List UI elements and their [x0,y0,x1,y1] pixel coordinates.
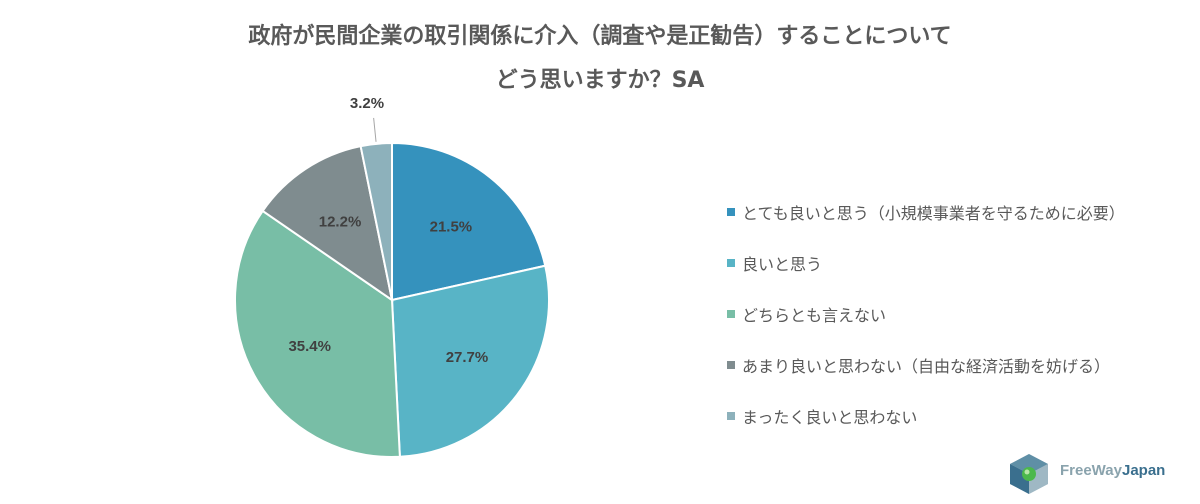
pie-slice-3 [261,144,394,303]
logo-hexagon-icon [1010,454,1048,494]
data-label-0: 21.5% [430,218,473,235]
pie-slice-2 [234,209,401,458]
pie-slice-4 [359,141,393,301]
pie-slice-0 [391,141,547,302]
legend-item-3: あまり良いと思わない（自由な経済活動を妨げる） [727,339,1125,390]
legend-item-2: どちらとも言えない [727,288,1125,339]
legend-item-4: まったく良いと思わない [727,390,1125,441]
legend-label-2: どちらとも言えない [742,305,887,325]
legend-label-1: 良いと思う [742,254,823,274]
data-label-1: 27.7% [446,349,489,366]
legend-swatch-3 [727,360,735,369]
freeway-japan-logo: FreeWayJapan [1004,450,1194,496]
legend-label-0: とても良いと思う（小規模事業者を守るために必要） [742,203,1125,223]
legend-swatch-4 [727,411,735,420]
legend-item-1: 良いと思う [727,237,1125,288]
chart-title-line-2: どう思いますか？SA [495,68,705,93]
data-label-2: 35.4% [288,338,331,355]
legend-label-3: あまり良いと思わない（自由な経済活動を妨げる） [742,356,1111,376]
chart-legend: とても良いと思う（小規模事業者を守るために必要） 良いと思うどちらとも言えないあま… [727,186,1125,441]
legend-swatch-2 [727,309,735,318]
leader-line-4 [373,117,377,142]
pie-slice-1 [390,264,550,458]
logo-text-part2: Japan [1121,462,1166,479]
legend-label-4: まったく良いと思わない [742,407,918,427]
legend-swatch-0 [727,207,735,216]
logo-text-part1: FreeWay [1060,462,1122,479]
data-label-4: 3.2% [350,95,384,112]
chart-title-line-1: 政府が民間企業の取引関係に介入（調査や是正勧告）することについて [248,24,952,49]
logo-text: FreeWayJapan [1060,462,1165,479]
data-label-3: 12.2% [319,213,362,230]
legend-swatch-1 [727,258,735,267]
legend-item-0: とても良いと思う（小規模事業者を守るために必要） [727,186,1125,237]
